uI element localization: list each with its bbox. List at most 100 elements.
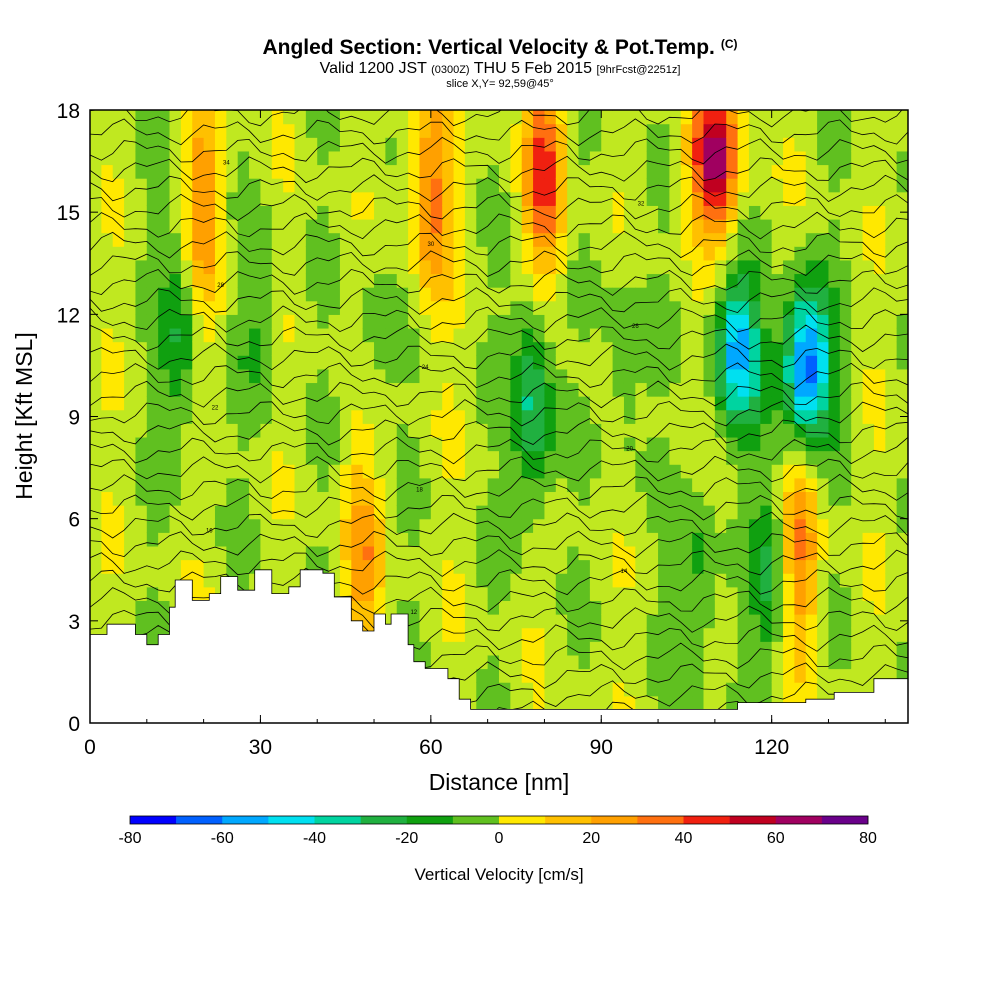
field-cell bbox=[601, 382, 614, 397]
field-cell bbox=[771, 327, 784, 343]
field-cell bbox=[771, 218, 784, 234]
field-cell bbox=[748, 436, 761, 452]
field-cell bbox=[533, 545, 546, 561]
field-cell bbox=[533, 505, 546, 520]
field-cell bbox=[124, 164, 137, 179]
isentrope-line bbox=[90, 530, 908, 559]
field-cell bbox=[737, 532, 750, 547]
field-cell bbox=[612, 232, 625, 247]
field-cell bbox=[214, 232, 227, 247]
y-tick-label: 6 bbox=[68, 509, 80, 532]
field-cell bbox=[487, 300, 500, 315]
field-cell bbox=[601, 246, 614, 261]
field-cell bbox=[203, 505, 216, 520]
field-cell bbox=[589, 150, 602, 166]
field-cell bbox=[544, 205, 557, 220]
field-cell bbox=[873, 246, 886, 261]
field-cell bbox=[771, 273, 784, 288]
field-cell bbox=[374, 382, 386, 397]
field-cell bbox=[419, 600, 432, 615]
field-cell bbox=[533, 695, 546, 710]
field-cell bbox=[794, 191, 807, 206]
field-cell bbox=[760, 396, 773, 411]
field-cell bbox=[283, 341, 296, 356]
field-cell bbox=[589, 164, 602, 179]
field-cell bbox=[555, 518, 568, 533]
field-cell bbox=[124, 600, 137, 615]
field-cell bbox=[805, 110, 818, 125]
field-cell bbox=[771, 178, 784, 193]
field-cell bbox=[487, 259, 500, 275]
field-cell bbox=[135, 477, 148, 493]
field-cell bbox=[192, 409, 205, 424]
field-cell bbox=[385, 355, 398, 370]
field-cell bbox=[544, 327, 557, 343]
field-cell bbox=[339, 259, 352, 275]
field-cell bbox=[135, 246, 148, 261]
field-cell bbox=[249, 164, 262, 179]
colorbar-swatch bbox=[222, 816, 269, 824]
field-cell bbox=[271, 259, 284, 275]
field-cell bbox=[362, 164, 375, 179]
field-cell bbox=[90, 396, 102, 411]
field-cell bbox=[658, 654, 671, 670]
field-cell bbox=[692, 559, 705, 574]
field-cell bbox=[124, 123, 137, 138]
field-cell bbox=[283, 423, 296, 438]
field-cell bbox=[703, 614, 716, 629]
field-cell bbox=[419, 110, 432, 125]
field-cell bbox=[362, 191, 375, 206]
field-cell bbox=[851, 382, 864, 397]
field-cell bbox=[305, 464, 318, 479]
field-cell bbox=[214, 368, 227, 384]
field-cell bbox=[771, 450, 784, 465]
field-cell bbox=[612, 436, 625, 452]
field-cell bbox=[873, 518, 886, 533]
field-cell bbox=[499, 477, 511, 493]
field-cell bbox=[748, 450, 761, 465]
field-cell bbox=[839, 368, 852, 384]
field-cell bbox=[567, 382, 580, 397]
field-cell bbox=[112, 327, 125, 343]
field-cell bbox=[180, 505, 193, 520]
field-cell bbox=[771, 164, 784, 179]
field-cell bbox=[101, 477, 114, 493]
field-cell bbox=[510, 341, 523, 356]
field-cell bbox=[226, 327, 239, 343]
field-cell bbox=[146, 191, 159, 206]
field-cell bbox=[260, 491, 273, 506]
field-cell bbox=[374, 573, 386, 588]
field-cell bbox=[339, 246, 352, 261]
field-cell bbox=[214, 123, 227, 138]
field-cell bbox=[658, 586, 671, 601]
field-cell bbox=[135, 368, 148, 384]
field-cell bbox=[260, 477, 273, 493]
field-cell bbox=[510, 477, 523, 493]
colorbar-swatch bbox=[406, 816, 454, 824]
isentrope-line bbox=[90, 155, 908, 184]
field-cell bbox=[317, 314, 330, 329]
field-cell bbox=[294, 314, 307, 329]
field-cell bbox=[578, 314, 591, 329]
field-cell bbox=[169, 314, 182, 329]
field-cell bbox=[714, 355, 727, 370]
field-cell bbox=[828, 300, 841, 315]
field-cell bbox=[180, 396, 193, 411]
field-cell bbox=[169, 477, 182, 493]
field-cell bbox=[124, 423, 137, 438]
field-cell bbox=[533, 110, 546, 125]
field-cell bbox=[305, 355, 318, 370]
field-cell bbox=[794, 545, 807, 561]
field-cell bbox=[158, 218, 171, 234]
field-cell bbox=[487, 273, 500, 288]
field-cell bbox=[135, 545, 148, 561]
field-cell bbox=[112, 505, 125, 520]
field-cell bbox=[760, 150, 773, 166]
field-cell bbox=[578, 205, 591, 220]
field-cell bbox=[249, 464, 262, 479]
field-cell bbox=[885, 273, 898, 288]
field-cell bbox=[851, 314, 864, 329]
field-cell bbox=[714, 218, 727, 234]
field-cell bbox=[555, 327, 568, 343]
field-cell bbox=[828, 246, 841, 261]
